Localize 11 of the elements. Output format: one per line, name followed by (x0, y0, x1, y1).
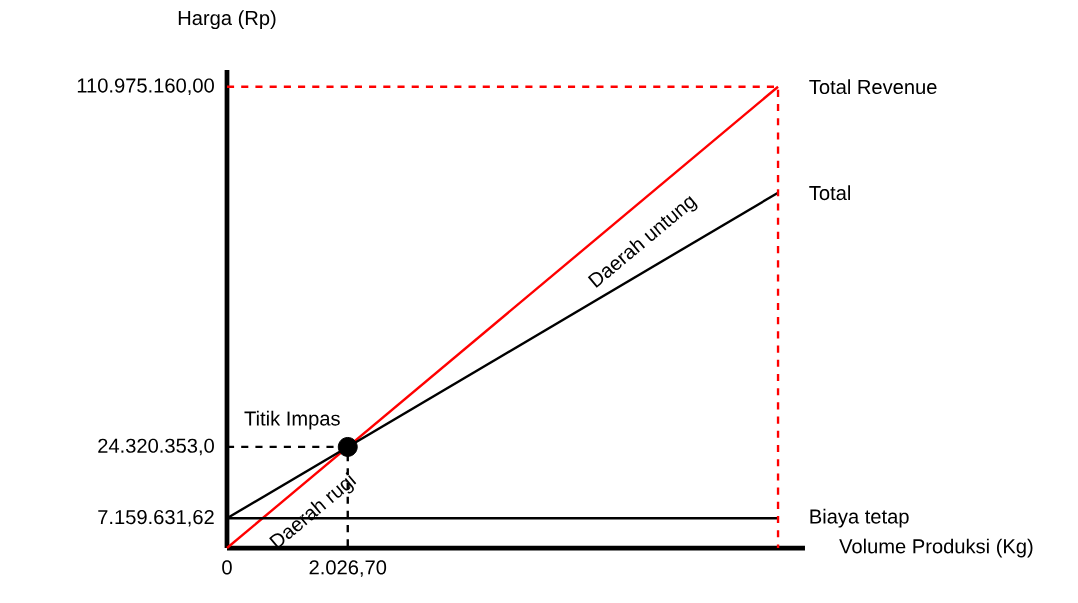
series-label: Total (809, 185, 850, 201)
x-axis-title: Volume Produksi (Kg) (839, 538, 1033, 558)
y-tick-label: 7.159.631,62 (98, 509, 214, 527)
series-label: Total Revenue (809, 79, 937, 95)
y-tick-label: 110.975.160,00 (77, 78, 214, 96)
annotation: Titik Impas (244, 410, 340, 430)
y-axis-title: Harga (Rp) (178, 10, 276, 30)
series-label: Biaya tetap (810, 508, 909, 528)
y-tick-label: 24.320.353,0 (98, 438, 214, 456)
x-tick-label: 0 (222, 560, 232, 575)
x-tick-label: 2.026,70 (309, 560, 387, 577)
